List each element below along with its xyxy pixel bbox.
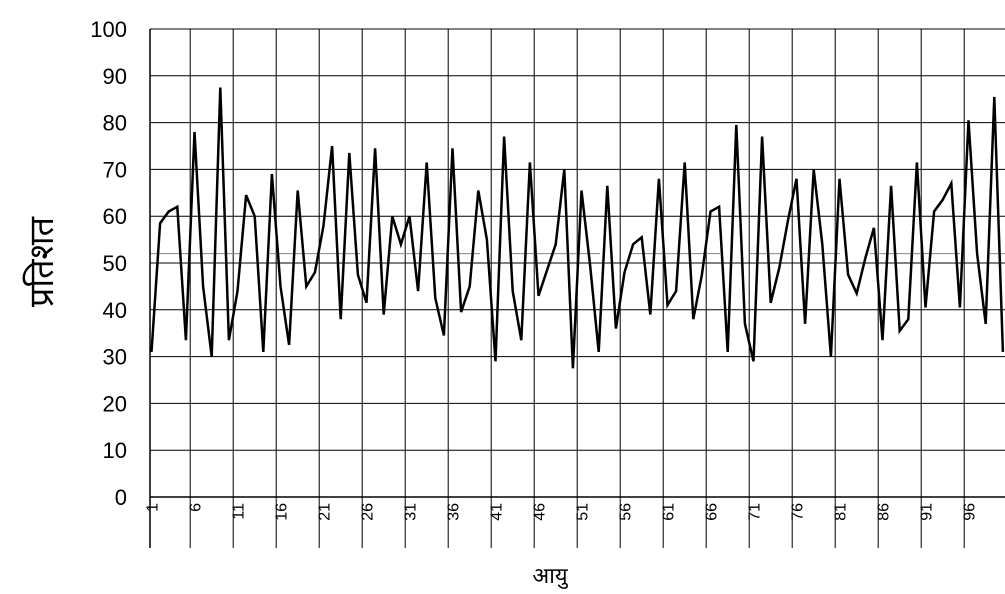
y-tick-label: 20: [103, 391, 127, 416]
x-tick-label: 36: [446, 503, 463, 521]
y-axis-title: प्रतिशत: [22, 216, 62, 308]
x-tick-labels: 1 6 11 16 21 26 31 36 41 46 51 56 61 66 71 76 81 86 91 96: [145, 503, 979, 521]
x-tick-label: 61: [661, 503, 678, 521]
x-tick-label: 76: [790, 503, 807, 521]
x-tick-label: 71: [747, 503, 764, 521]
y-tick-labels: 0 10 20 30 40 50 60 70 80 90 100: [90, 17, 127, 510]
y-tick-label: 100: [90, 17, 127, 42]
x-tick-label: 41: [489, 503, 506, 521]
y-tick-label: 80: [103, 111, 127, 136]
x-tick-label: 66: [704, 503, 721, 521]
x-axis-title: आयु: [532, 564, 568, 589]
x-tick-label: 56: [618, 503, 635, 521]
x-tick-label: 16: [274, 503, 291, 521]
x-tick-label: 26: [360, 503, 377, 521]
axes: [149, 29, 1005, 548]
x-tick-label: 46: [532, 503, 549, 521]
y-tick-label: 0: [115, 485, 127, 510]
x-tick-label: 6: [188, 503, 205, 512]
y-tick-label: 90: [103, 64, 127, 89]
y-axis-title-wrap: प्रतिशत: [0, 0, 80, 594]
x-tick-label: 86: [876, 503, 893, 521]
y-tick-label: 70: [103, 157, 127, 182]
y-tick-label: 30: [103, 345, 127, 370]
y-tick-label: 60: [103, 204, 127, 229]
y-tick-label: 10: [103, 438, 127, 463]
x-tick-label: 91: [919, 503, 936, 521]
x-tick-label: 81: [833, 503, 850, 521]
x-tick-label: 51: [575, 503, 592, 521]
x-tick-label: 1: [145, 503, 162, 512]
y-tick-label: 40: [103, 298, 127, 323]
series-group: [150, 87, 1005, 369]
x-tick-label: 31: [403, 503, 420, 521]
y-tick-label: 50: [103, 251, 127, 276]
x-tick-label: 96: [962, 503, 979, 521]
x-tick-label: 21: [317, 503, 334, 521]
x-tick-label: 11: [231, 503, 248, 520]
series-line: [150, 87, 1005, 369]
